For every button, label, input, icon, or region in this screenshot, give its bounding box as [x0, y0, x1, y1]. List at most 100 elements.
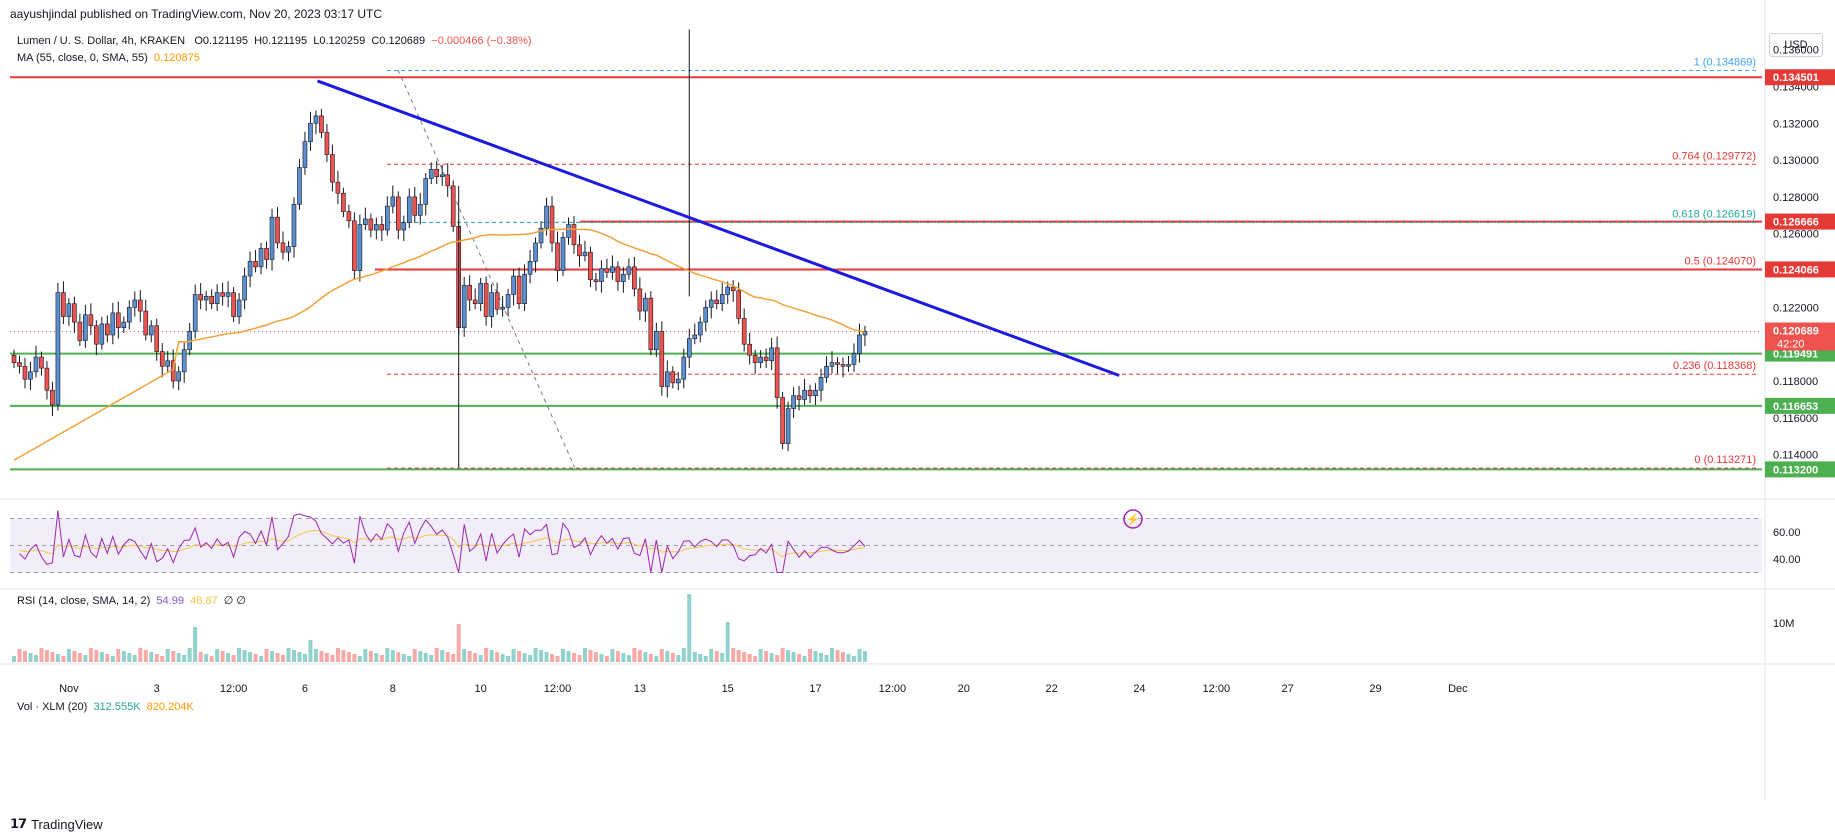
volume-bar — [308, 640, 313, 662]
candle-body — [802, 389, 807, 400]
candle-body — [264, 248, 269, 260]
volume-bar — [363, 649, 368, 662]
candle-body — [780, 397, 785, 444]
volume-bar — [522, 653, 527, 662]
volume-bar — [676, 655, 681, 662]
candle-body — [725, 286, 731, 295]
x-tick-label: 3 — [154, 683, 160, 695]
candle-body — [22, 365, 28, 380]
candle-body — [192, 294, 198, 332]
volume-bar — [456, 624, 461, 662]
volume-bar — [582, 648, 587, 662]
vol-value: 312.555K — [93, 701, 141, 713]
volume-bar — [517, 651, 522, 662]
candle-body — [401, 222, 407, 231]
volume-bar — [484, 648, 489, 662]
support-price-tag — [1765, 461, 1835, 478]
candle-body — [527, 261, 533, 275]
volume-bar — [637, 650, 642, 662]
tradingview-brand[interactable]: 𝟭𝟳 TradingView — [10, 816, 103, 832]
volume-bar — [248, 652, 253, 662]
volume-bar — [335, 648, 340, 662]
candle-body — [137, 299, 143, 312]
volume-bar — [659, 649, 664, 662]
rsi-label: RSI (14, close, SMA, 14, 2) — [17, 595, 151, 607]
candle-body — [297, 167, 302, 205]
candle-body — [604, 268, 610, 273]
volume-bar — [775, 655, 780, 662]
candle-body — [203, 296, 209, 301]
candle-body — [214, 292, 220, 304]
candle-body — [11, 354, 17, 363]
candle-body — [791, 395, 796, 409]
volume-bar — [116, 649, 121, 662]
volume-bar — [632, 648, 637, 662]
volume-bar — [736, 650, 741, 662]
currency-button[interactable]: USD — [1769, 33, 1823, 57]
rsi-line — [19, 510, 866, 573]
volume-bar — [506, 656, 511, 662]
volume-bar — [802, 656, 807, 662]
volume-bar — [61, 656, 66, 662]
candle-body — [560, 237, 566, 271]
candle-body — [675, 378, 681, 384]
candle-body — [330, 154, 335, 183]
volume-bar — [495, 652, 500, 662]
volume-bar — [138, 648, 143, 662]
candle-body — [302, 141, 308, 168]
volume-bar — [110, 656, 115, 662]
candle-body — [88, 314, 94, 327]
volume-bar — [604, 656, 609, 662]
resistance-price-label: 0.126666 — [1773, 217, 1819, 229]
vol-label: Vol · XLM (20) — [17, 701, 88, 713]
volume-bar — [226, 653, 231, 662]
resistance-price-tag — [1765, 69, 1835, 86]
candle-body — [346, 211, 352, 222]
candle-body — [395, 196, 401, 231]
volume-bar — [259, 656, 264, 662]
candle-body — [747, 343, 752, 356]
fib-level-label: 0 (0.113271) — [1694, 454, 1756, 466]
y-tick-label: 0.116000 — [1773, 413, 1818, 425]
candle-body — [472, 299, 478, 304]
candle-body — [654, 331, 659, 351]
volume-bar — [720, 653, 725, 662]
candle-body — [159, 351, 165, 367]
candle-body — [165, 360, 171, 367]
volume-bar — [253, 654, 258, 662]
candle-body — [544, 205, 549, 229]
candle-body — [566, 224, 571, 238]
candle-body — [434, 168, 440, 177]
candle-body — [719, 294, 725, 304]
candle-body — [225, 292, 231, 297]
y-tick-label: 0.122000 — [1773, 302, 1819, 314]
candle-body — [258, 248, 264, 268]
candle-body — [308, 122, 313, 142]
volume-bar — [528, 655, 533, 662]
volume-bar — [270, 651, 275, 662]
volume-bar — [204, 654, 209, 662]
candle-body — [253, 261, 258, 268]
candle-body — [121, 321, 127, 328]
volume-bar — [357, 656, 362, 662]
rsi-legend: RSI (14, close, SMA, 14, 2) 54.99 48.87 … — [17, 594, 246, 607]
y-tick-label: 0.118000 — [1773, 376, 1818, 388]
volume-bar — [615, 651, 620, 662]
x-tick-label: 22 — [1045, 683, 1057, 695]
ma-legend: MA (55, close, 0, SMA, 55) 0.120875 — [17, 52, 200, 64]
current-price-tag — [1765, 322, 1835, 351]
candle-body — [851, 353, 857, 365]
volume-bar — [813, 651, 818, 662]
volume-bar — [237, 648, 242, 662]
candle-body — [577, 244, 582, 257]
change-value: −0.000466 (−0.38%) — [431, 35, 532, 47]
x-tick-label: 17 — [809, 683, 821, 695]
candle-body — [774, 347, 780, 398]
resistance-price-label: 0.134501 — [1773, 72, 1819, 84]
volume-bar — [160, 656, 165, 662]
volume-bar — [242, 650, 247, 662]
countdown-label: 42:20 — [1777, 339, 1805, 351]
candle-body — [846, 364, 851, 367]
candle-body — [374, 224, 379, 231]
